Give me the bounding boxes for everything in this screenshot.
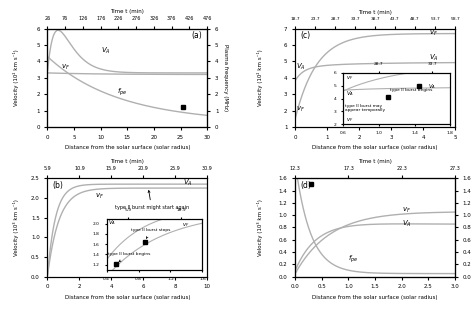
Text: (d): (d)	[300, 181, 311, 190]
Text: $f_{pe}$: $f_{pe}$	[348, 253, 359, 265]
Text: $v_F$: $v_F$	[61, 63, 70, 72]
Text: $v_F$: $v_F$	[296, 105, 305, 114]
X-axis label: Distance from the solar surface (solar radius): Distance from the solar surface (solar r…	[64, 145, 190, 150]
Text: $V_A$: $V_A$	[100, 46, 110, 56]
Text: $v_F$: $v_F$	[402, 206, 411, 215]
X-axis label: Time t (min): Time t (min)	[358, 10, 392, 15]
Text: $V_A$: $V_A$	[429, 53, 439, 63]
Y-axis label: Velocity (10³ km s⁻¹): Velocity (10³ km s⁻¹)	[257, 199, 263, 256]
X-axis label: Distance from the solar surface (solar radius): Distance from the solar surface (solar r…	[64, 295, 190, 300]
Y-axis label: Velocity (10² km s⁻¹): Velocity (10² km s⁻¹)	[257, 50, 263, 106]
Text: $V_A$: $V_A$	[296, 62, 306, 72]
Text: $v_F$: $v_F$	[429, 29, 438, 38]
Text: type II burst might start again: type II burst might start again	[115, 190, 189, 210]
Text: $f_{pe}$: $f_{pe}$	[117, 87, 127, 99]
X-axis label: Distance from the solar surface (solar radius): Distance from the solar surface (solar r…	[312, 295, 438, 300]
X-axis label: Distance from the solar surface (solar radius): Distance from the solar surface (solar r…	[312, 145, 438, 150]
Text: (b): (b)	[52, 181, 63, 190]
Y-axis label: Velocity (10² km s⁻¹): Velocity (10² km s⁻¹)	[13, 50, 18, 106]
Y-axis label: Velocity (10³ km s⁻¹): Velocity (10³ km s⁻¹)	[13, 199, 18, 256]
Text: $V_A$: $V_A$	[402, 218, 411, 229]
X-axis label: Time t (min): Time t (min)	[110, 9, 144, 14]
Text: $V_A$: $V_A$	[183, 178, 193, 188]
Text: (c): (c)	[300, 31, 310, 40]
Y-axis label: Plasma frequency (MHz): Plasma frequency (MHz)	[223, 44, 228, 111]
Text: (a): (a)	[191, 31, 202, 40]
X-axis label: Time t (min): Time t (min)	[110, 159, 144, 164]
Text: $v_F$: $v_F$	[95, 192, 104, 201]
X-axis label: Time t (min): Time t (min)	[358, 159, 392, 164]
